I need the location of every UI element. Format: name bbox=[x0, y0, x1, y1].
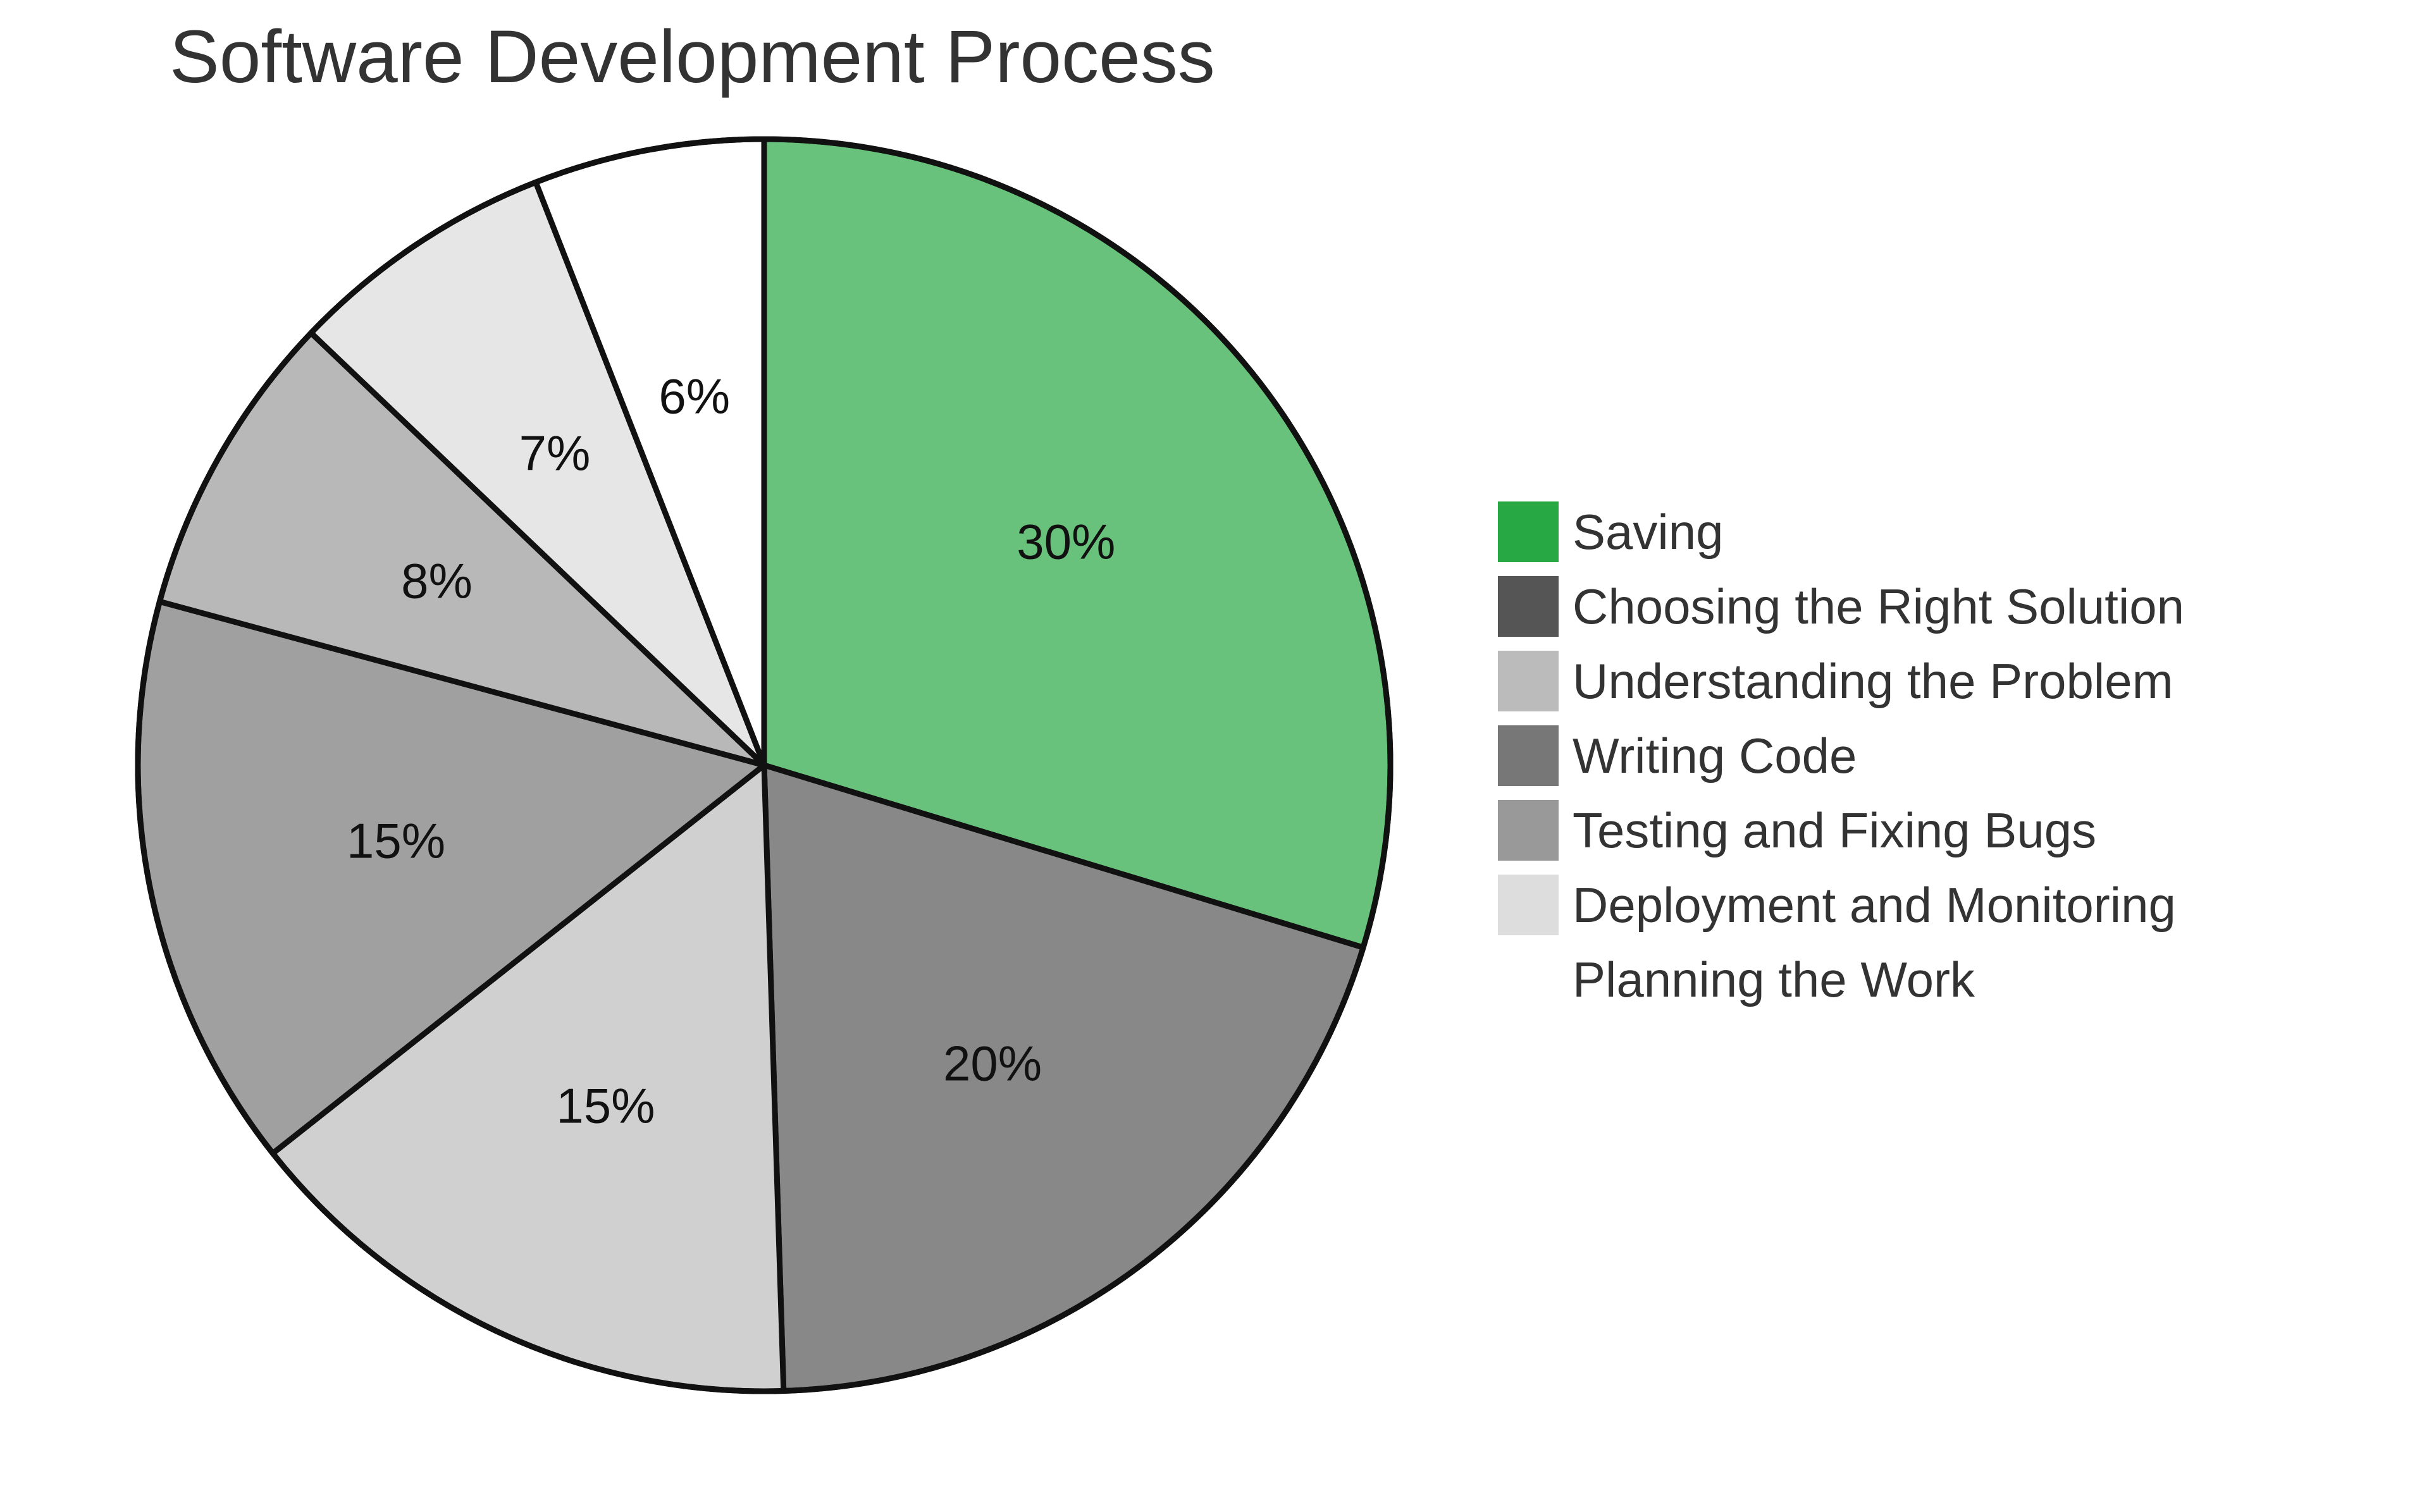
slice-label-7: 6% bbox=[658, 368, 730, 424]
legend-label-5: Testing and Fixing Bugs bbox=[1573, 802, 2096, 858]
slice-label-2: 20% bbox=[943, 1036, 1042, 1091]
legend-swatch-4 bbox=[1498, 725, 1559, 786]
legend: Saving Choosing the Right Solution Underst… bbox=[1498, 501, 2184, 1007]
legend-swatch-6 bbox=[1498, 875, 1559, 935]
pie-outline bbox=[135, 136, 1394, 1394]
slice-label-1: 30% bbox=[1017, 513, 1115, 569]
pie-data-labels: 30% 20% 15% 15% 8% 7% 6% bbox=[347, 368, 1115, 1133]
legend-label-6: Deployment and Monitoring bbox=[1573, 877, 2176, 933]
legend-label-1: Saving bbox=[1573, 504, 1724, 560]
legend-swatch-2 bbox=[1498, 576, 1559, 637]
pie-slices bbox=[135, 136, 1394, 1394]
legend-swatch-1 bbox=[1498, 501, 1559, 562]
slice-label-5: 8% bbox=[401, 553, 473, 608]
legend-swatch-5 bbox=[1498, 800, 1559, 861]
legend-label-3: Understanding the Problem bbox=[1573, 653, 2173, 709]
chart-title: Software Development Process bbox=[170, 15, 1215, 99]
legend-label-2: Choosing the Right Solution bbox=[1573, 579, 2184, 634]
legend-label-7: Planning the Work bbox=[1573, 952, 1975, 1007]
legend-swatch-3 bbox=[1498, 651, 1559, 711]
slice-label-4: 15% bbox=[347, 813, 445, 868]
legend-label-4: Writing Code bbox=[1573, 728, 1857, 784]
slice-label-6: 7% bbox=[519, 426, 591, 481]
slice-label-3: 15% bbox=[556, 1078, 655, 1134]
